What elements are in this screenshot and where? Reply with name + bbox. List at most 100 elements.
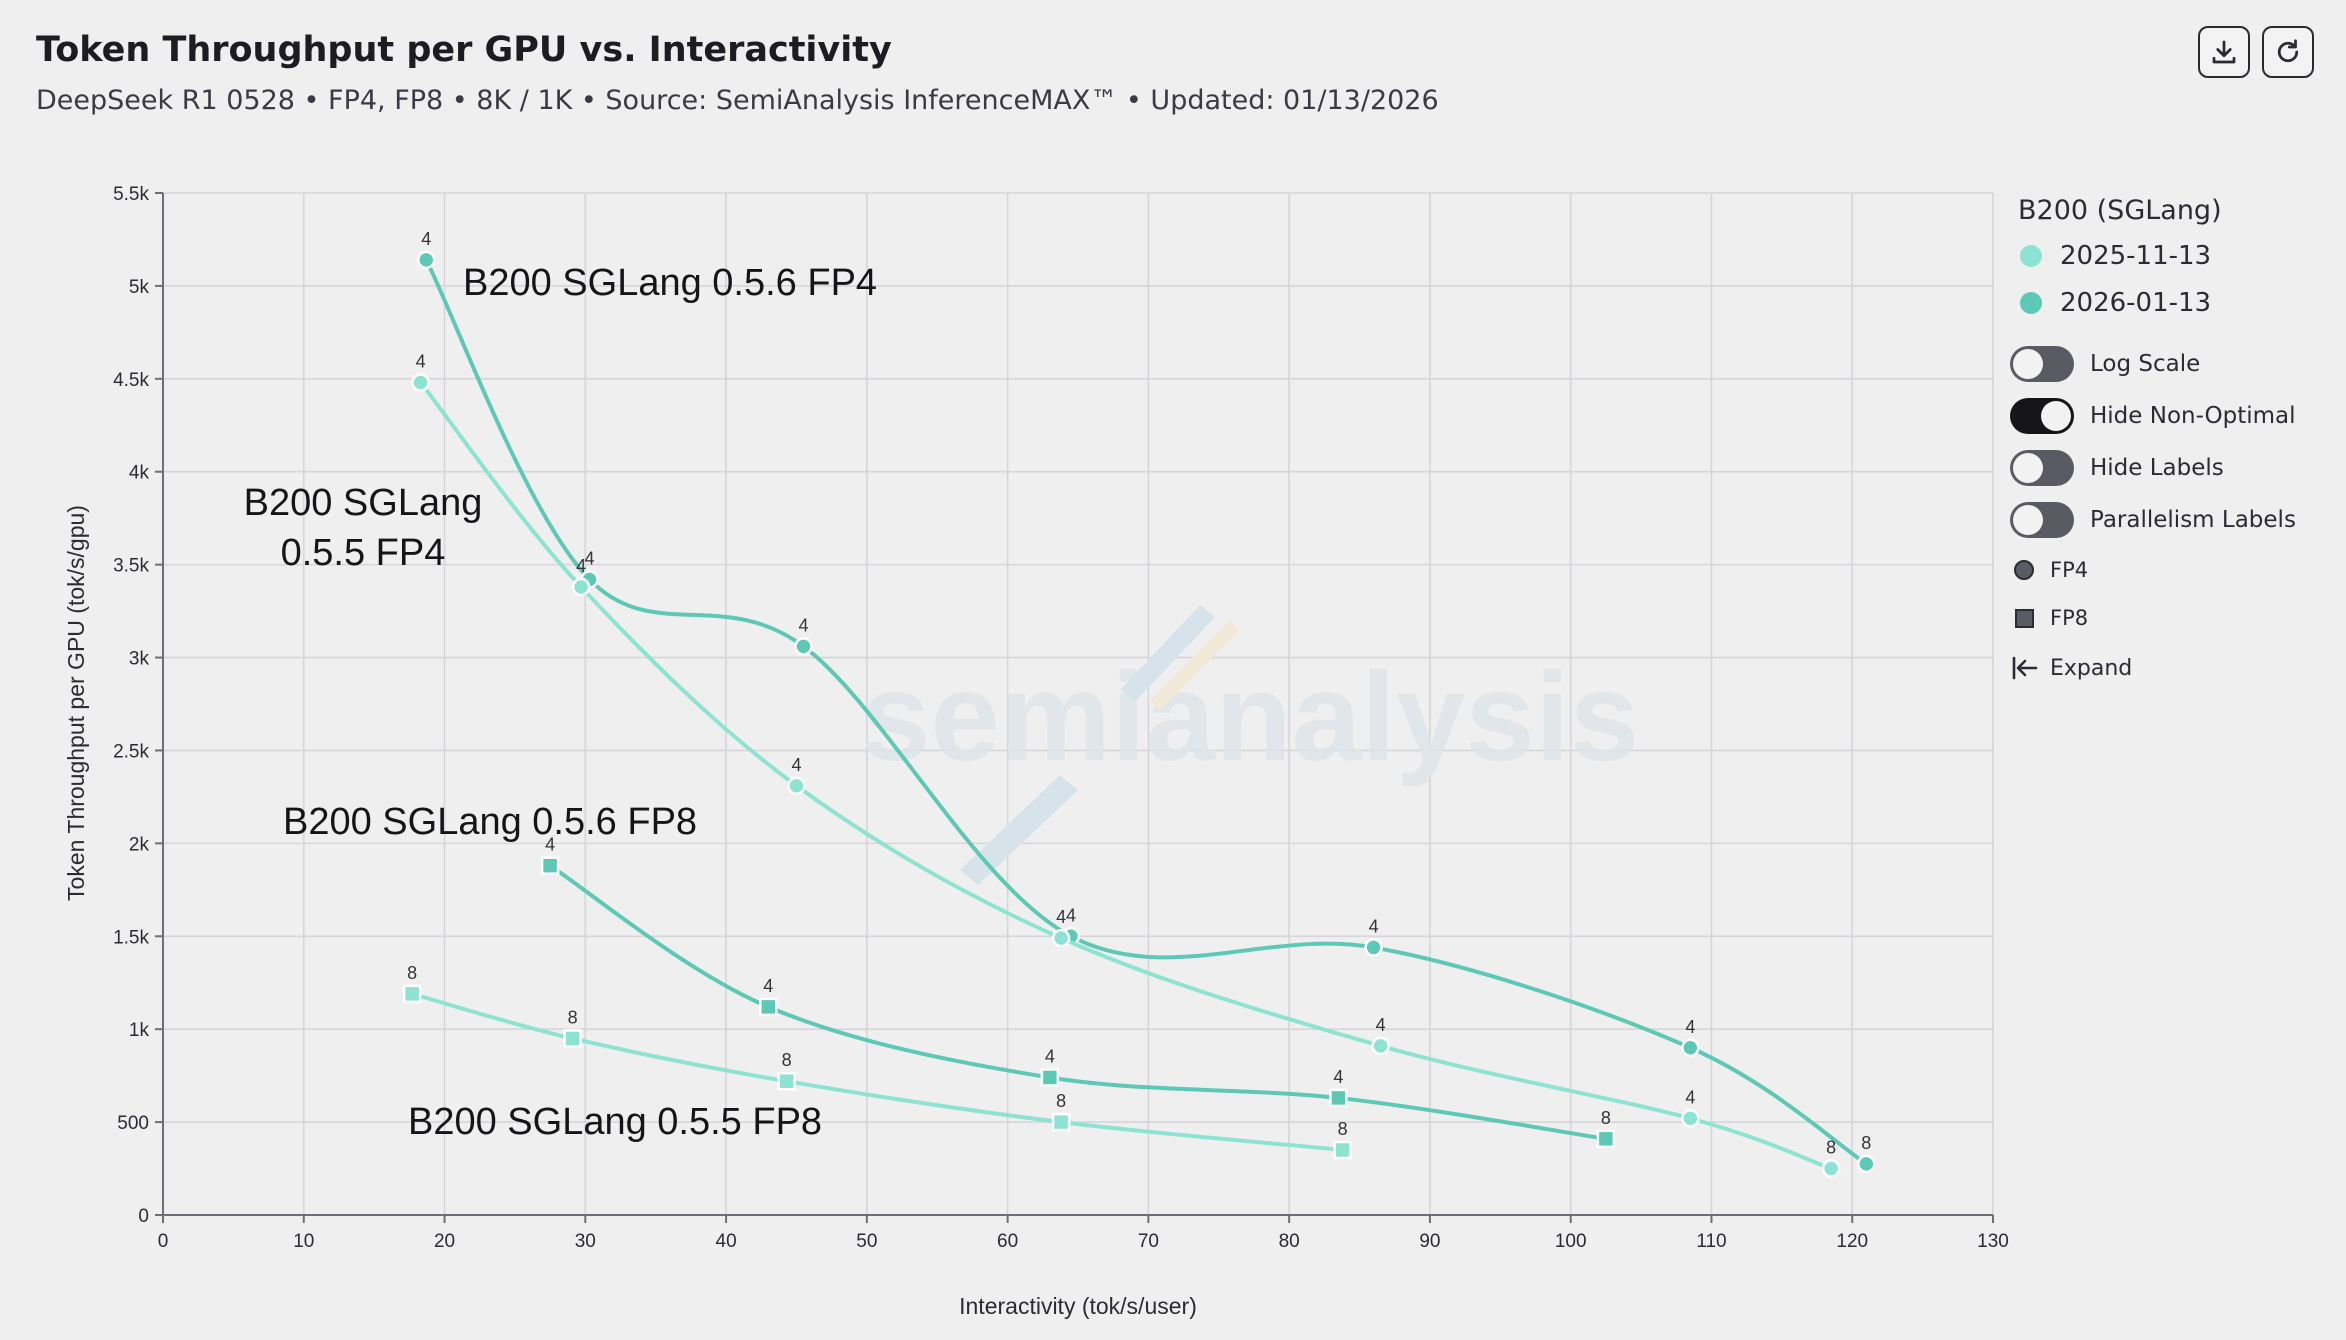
series-annotation: B200 SGLang 0.5.6 FP4 xyxy=(463,262,877,304)
collapse-left-icon xyxy=(2012,656,2038,680)
y-tick-label: 2k xyxy=(129,834,150,855)
point-label: 4 xyxy=(763,976,773,996)
legend-title: B200 (SGLang) xyxy=(2018,195,2222,226)
point-label: 4 xyxy=(1685,1087,1695,1107)
point-label: 4 xyxy=(576,556,586,576)
legend-swatch xyxy=(2020,291,2042,314)
watermark-stripe xyxy=(1120,605,1215,702)
x-tick-label: 50 xyxy=(856,1231,877,1252)
watermark-stripe xyxy=(960,775,1078,885)
hide-labels-toggle[interactable] xyxy=(2010,450,2074,486)
point-label: 4 xyxy=(1066,905,1076,925)
x-axis-label: Interactivity (tok/s/user) xyxy=(959,1293,1197,1319)
data-point xyxy=(1364,938,1383,957)
data-point xyxy=(416,250,436,270)
data-point xyxy=(1681,1109,1700,1128)
legend-label: 2026-01-13 xyxy=(2060,287,2212,318)
point-label: 4 xyxy=(791,755,801,775)
shape-label: FP8 xyxy=(2050,606,2089,630)
x-tick-label: 70 xyxy=(1138,1231,1159,1252)
y-tick-label: 4.5k xyxy=(113,370,149,391)
point-label: 8 xyxy=(1601,1108,1611,1128)
toggle-label: Log Scale xyxy=(2090,351,2201,377)
x-tick-label: 0 xyxy=(158,1231,169,1252)
reset-icon xyxy=(2277,39,2299,63)
legend-swatch xyxy=(2020,244,2042,267)
point-label: 8 xyxy=(1338,1119,1348,1139)
point-label: 8 xyxy=(1826,1138,1836,1158)
expand-label: Expand xyxy=(2050,655,2133,681)
series-line xyxy=(411,991,1343,1152)
point-label: 4 xyxy=(545,835,555,855)
toggle-label: Parallelism Labels xyxy=(2090,507,2296,533)
axes: 0 10 20 30 40 50 60 70 80 90 100 110 120 130 0 500 1k 1.5… xyxy=(113,184,2009,1252)
grid xyxy=(162,192,1994,1216)
data-point xyxy=(794,637,813,656)
point-label: 8 xyxy=(1861,1133,1871,1153)
annotations-layer: B200 SGLang 0.5.6 FP4 B200 SGLang 0.5.5 FP… xyxy=(244,262,877,1143)
data-point xyxy=(402,984,422,1004)
series-annotation: B200 SGLang 0.5.6 FP8 xyxy=(283,801,697,843)
y-tick-label: 1k xyxy=(129,1020,150,1041)
point-label: 4 xyxy=(798,615,808,635)
y-tick-label: 500 xyxy=(117,1113,149,1134)
series-line xyxy=(549,863,1607,1141)
point-label: 8 xyxy=(1056,1091,1066,1111)
series-annotation: 0.5.5 FP4 xyxy=(281,532,446,574)
circle-marker-icon xyxy=(2014,560,2034,580)
y-axis-label: Token Throughput per GPU (tok/s/gpu) xyxy=(63,505,89,901)
data-point xyxy=(1681,1038,1700,1058)
data-point xyxy=(1051,928,1071,948)
legend-item-2026-01-13[interactable]: 2026-01-13 xyxy=(2010,279,2340,326)
data-point xyxy=(1596,1129,1616,1149)
point-label: 4 xyxy=(1369,916,1379,936)
data-point xyxy=(1333,1140,1352,1160)
data-point xyxy=(1329,1088,1348,1108)
hide-non-optimal-toggle-row[interactable]: Hide Non-Optimal xyxy=(2010,390,2340,442)
point-label: 4 xyxy=(416,352,426,372)
x-tick-label: 20 xyxy=(434,1231,455,1252)
x-tick-label: 80 xyxy=(1279,1231,1300,1252)
parallelism-labels-toggle[interactable] xyxy=(2010,502,2074,538)
data-point xyxy=(1040,1068,1060,1087)
shape-label: FP4 xyxy=(2050,558,2089,582)
point-label: 4 xyxy=(585,549,595,569)
watermark: semianalysis xyxy=(861,605,1639,885)
point-label: 4 xyxy=(1056,907,1066,927)
series-annotation: B200 SGLang 0.5.5 FP8 xyxy=(408,1101,822,1143)
point-label: 4 xyxy=(1333,1067,1343,1087)
parallelism-labels-toggle-row[interactable]: Parallelism Labels xyxy=(2010,494,2340,546)
watermark-stripe xyxy=(1150,620,1240,710)
hide-non-optimal-toggle[interactable] xyxy=(2010,398,2074,434)
chart-subtitle: DeepSeek R1 0528 • FP4, FP8 • 8K / 1K • … xyxy=(36,85,1439,116)
point-label: 4 xyxy=(1685,1017,1695,1037)
x-tick-label: 110 xyxy=(1696,1231,1726,1252)
download-icon xyxy=(2212,40,2236,64)
hide-labels-toggle-row[interactable]: Hide Labels xyxy=(2010,442,2340,494)
square-marker-icon xyxy=(2015,608,2034,628)
point-label: 4 xyxy=(421,229,431,249)
y-tick-label: 1.5k xyxy=(113,927,149,948)
data-point xyxy=(1821,1159,1841,1178)
legend-item-2025-11-13[interactable]: 2025-11-13 xyxy=(2010,232,2340,279)
reset-button[interactable] xyxy=(2262,26,2314,78)
data-point xyxy=(540,856,560,875)
data-point xyxy=(759,997,778,1017)
point-label: 8 xyxy=(407,963,417,983)
log-scale-toggle[interactable] xyxy=(2010,346,2074,382)
toggle-label: Hide Non-Optimal xyxy=(2090,403,2296,429)
expand-button[interactable]: Expand xyxy=(2010,642,2340,694)
data-point xyxy=(563,1029,582,1048)
log-scale-toggle-row[interactable]: Log Scale xyxy=(2010,338,2340,390)
y-tick-label: 2.5k xyxy=(113,741,149,762)
y-tick-label: 4k xyxy=(129,463,150,484)
point-label: 4 xyxy=(1045,1046,1055,1066)
y-tick-label: 5k xyxy=(129,277,150,298)
watermark-text: semianalysis xyxy=(861,648,1639,787)
download-button[interactable] xyxy=(2198,26,2250,78)
series-b200-sglang-0-5-5-fp8: 8 8 8 8 8 xyxy=(402,963,1352,1160)
